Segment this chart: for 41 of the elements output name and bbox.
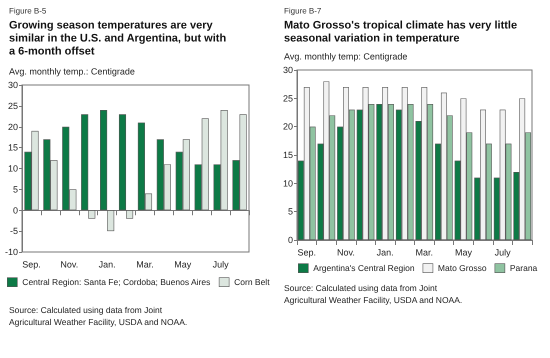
y-tick-label: 0: [12, 205, 18, 216]
x-tick-label: Jan.: [376, 248, 394, 258]
y-tick-label: 0: [288, 235, 293, 245]
y-tick-label: 30: [282, 65, 293, 75]
y-tick-label: 25: [8, 100, 18, 111]
text: Figure B-5: [9, 6, 47, 16]
x-tick-label: July: [494, 248, 512, 258]
x-tick-label: Jan.: [98, 260, 116, 270]
y-tick-label: 5: [12, 184, 18, 194]
legend-label: Central Region: Santa Fe; Cordoba; Buenos Aires: [22, 277, 210, 288]
source-note: Source: Calculated using data from Joint Agricultural Weather Facility, USDA and NOAA.: [284, 283, 462, 305]
x-tick-label: Mar.: [136, 260, 154, 270]
x-tick-label: July: [212, 260, 230, 270]
y-tick-label: 20: [8, 122, 18, 132]
x-tick-label: Nov.: [337, 248, 355, 258]
y-tick-label: -10: [4, 247, 18, 257]
x-tick-label: May: [454, 248, 472, 258]
y-tick-label: 10: [282, 178, 293, 188]
y-tick-label: 30: [8, 80, 18, 90]
text: Figure B-7: [284, 6, 322, 16]
legend-label: Mato Grosso: [438, 263, 487, 274]
y-tick-label: 20: [282, 122, 293, 132]
y-tick-label: 25: [282, 93, 293, 104]
y-tick-label: 15: [8, 142, 18, 153]
legend-label: Argentina's Central Region: [313, 263, 415, 274]
x-tick-label: Sep.: [298, 248, 316, 258]
legend-label: Corn Belt: [234, 277, 270, 288]
y-axis-title: Avg. monthly temp.: Centigrade: [9, 66, 135, 76]
y-tick-label: 10: [8, 164, 18, 174]
y-tick-label: -5: [10, 226, 18, 236]
y-axis-title: Avg. monthly temp: Centigrade: [284, 52, 408, 62]
chart-title: Growing season temperatures are very similar in the U.S. and Argentina, but with a 6-month offset: [9, 20, 230, 58]
x-tick-label: Nov.: [60, 260, 78, 270]
legend-label: Parana: [510, 263, 538, 274]
source-note: Source: Calculated using data from Joint Agricultural Weather Facility, USDA and NOAA.: [9, 305, 188, 327]
x-tick-label: Sep.: [22, 260, 41, 270]
y-tick-label: 5: [288, 206, 293, 217]
x-tick-label: Mar.: [416, 248, 434, 258]
x-tick-label: May: [174, 260, 192, 270]
y-tick-label: 15: [282, 150, 293, 160]
chart-title: Mato Grosso's tropical climate has very little seasonal variation in temperature: [284, 20, 520, 44]
